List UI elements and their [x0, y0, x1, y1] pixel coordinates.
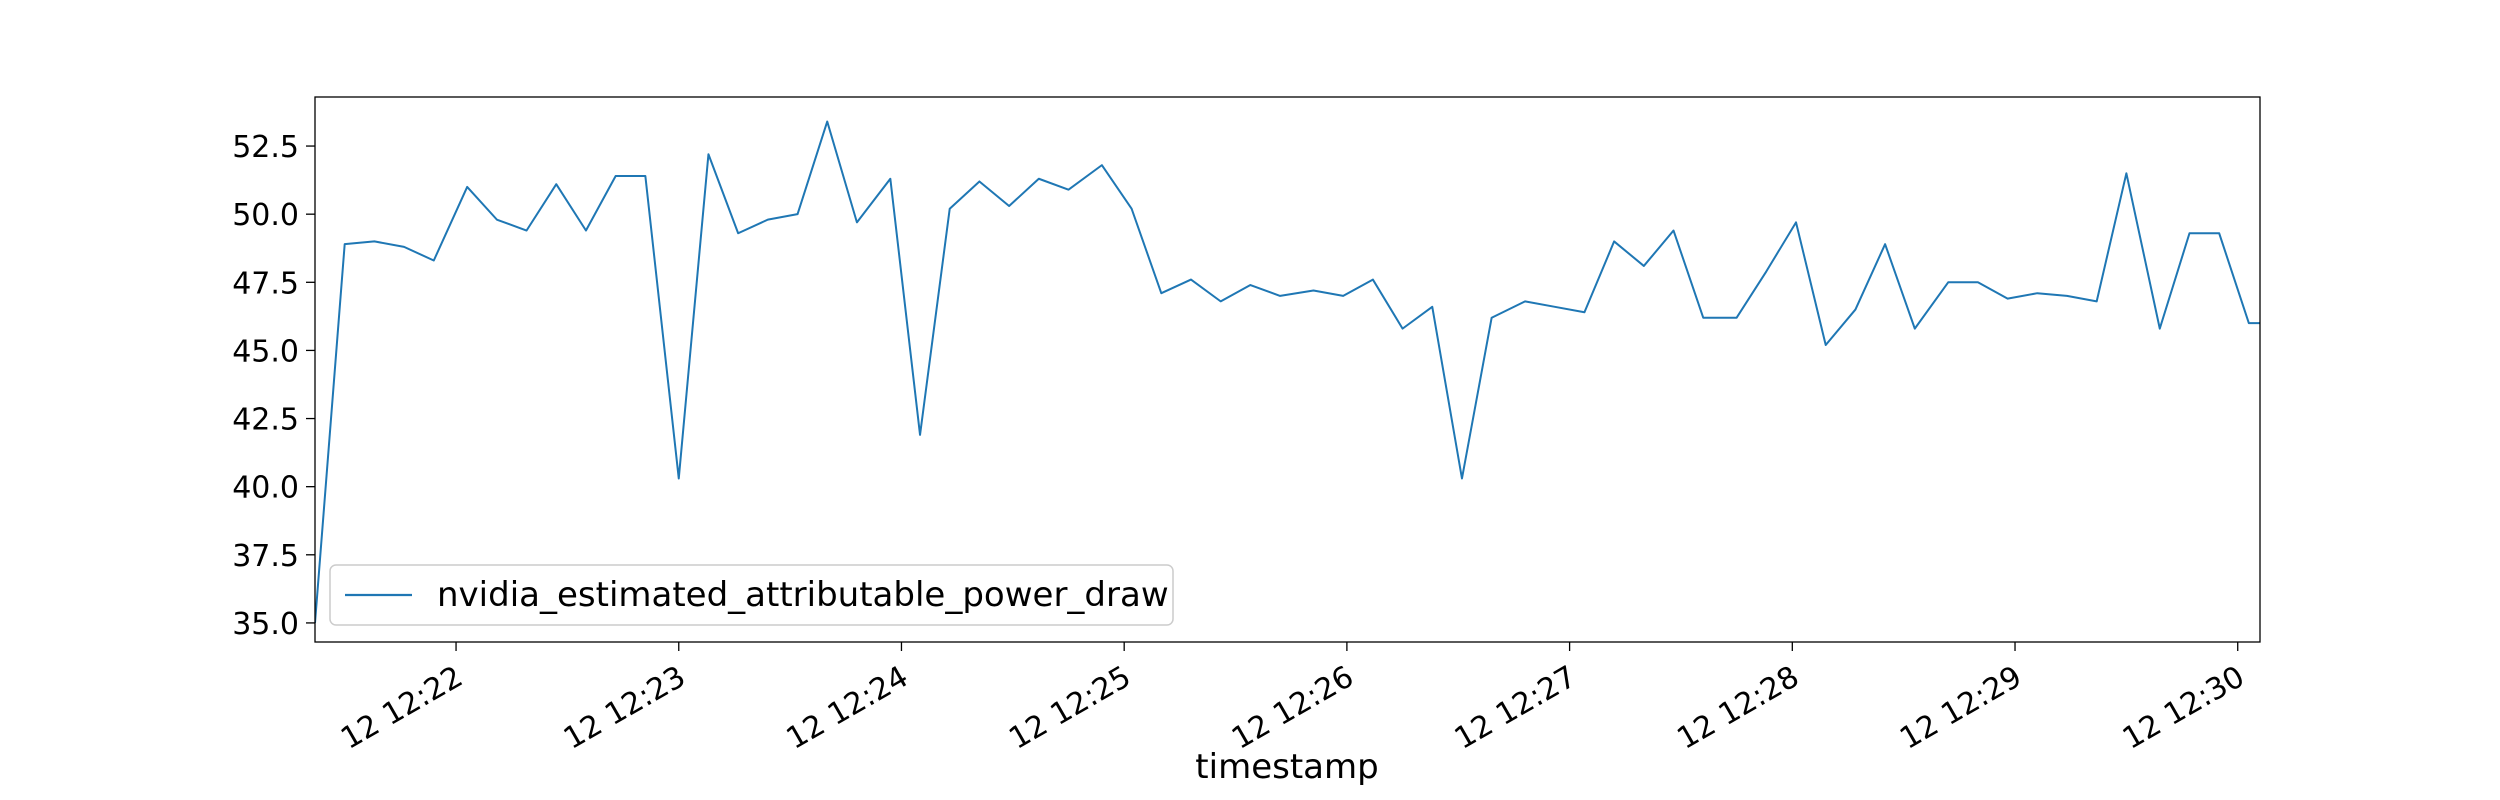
x-tick-label: 12 12:22: [335, 659, 469, 756]
plot-background: [315, 97, 2260, 642]
x-tick-label: 12 12:24: [781, 659, 915, 756]
y-tick-label: 47.5: [232, 266, 299, 301]
x-tick-label: 12 12:28: [1671, 659, 1805, 756]
x-tick-label: 12 12:25: [1003, 659, 1137, 756]
y-tick-label: 35.0: [232, 607, 299, 642]
x-tick-label: 12 12:30: [2117, 659, 2251, 756]
y-tick-label: 50.0: [232, 198, 299, 233]
x-tick-label: 12 12:29: [1894, 659, 2028, 756]
y-tick-label: 37.5: [232, 539, 299, 574]
x-tick-label: 12 12:26: [1226, 659, 1360, 756]
legend: nvidia_estimated_attributable_power_draw: [329, 564, 1174, 626]
legend-entry-label: nvidia_estimated_attributable_power_draw: [437, 575, 1169, 615]
series-line: [315, 120, 2260, 623]
x-tick-label: 12 12:23: [558, 659, 692, 756]
y-tick-label: 52.5: [232, 130, 299, 165]
legend-box: [329, 564, 1174, 626]
y-axis: 35.0 37.5 40.0 42.5 45.0 47.5 50.0 52.5: [232, 130, 315, 642]
series-layer: [315, 120, 2260, 623]
y-tick-label: 40.0: [232, 471, 299, 506]
x-axis-label: timestamp: [1195, 747, 1378, 787]
y-tick-label: 45.0: [232, 334, 299, 369]
x-tick-label: 12 12:27: [1449, 659, 1583, 756]
x-axis: 12 12:22 12 12:23 12 12:24 12 12:25 12 12:26…: [335, 642, 2251, 757]
plot-frame: [314, 96, 2261, 643]
y-tick-label: 42.5: [232, 403, 299, 438]
